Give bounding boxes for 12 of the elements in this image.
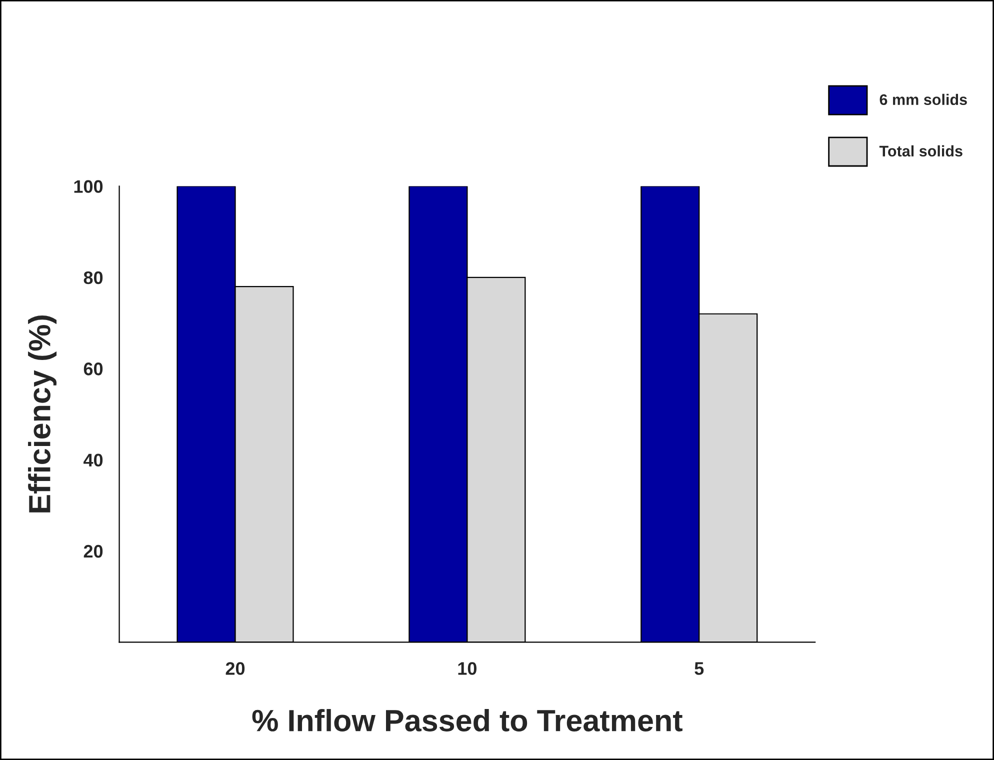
legend-label: 6 mm solids [880, 94, 967, 106]
y-tick-label: 100 [74, 180, 103, 193]
x-tick-label: 20 [226, 662, 245, 675]
x-tick-label: 10 [458, 662, 476, 675]
y-tick-label: 40 [84, 454, 103, 467]
x-axis-title: % Inflow Passed to Treatment [252, 709, 682, 732]
y-tick-label: 60 [84, 362, 103, 376]
y-tick-label: 80 [84, 271, 103, 284]
legend-label: Total solids [879, 145, 962, 157]
y-tick-label: 20 [84, 544, 103, 558]
y-axis-title: Efficiency (%) [28, 316, 57, 512]
x-tick-label: 5 [694, 662, 704, 675]
